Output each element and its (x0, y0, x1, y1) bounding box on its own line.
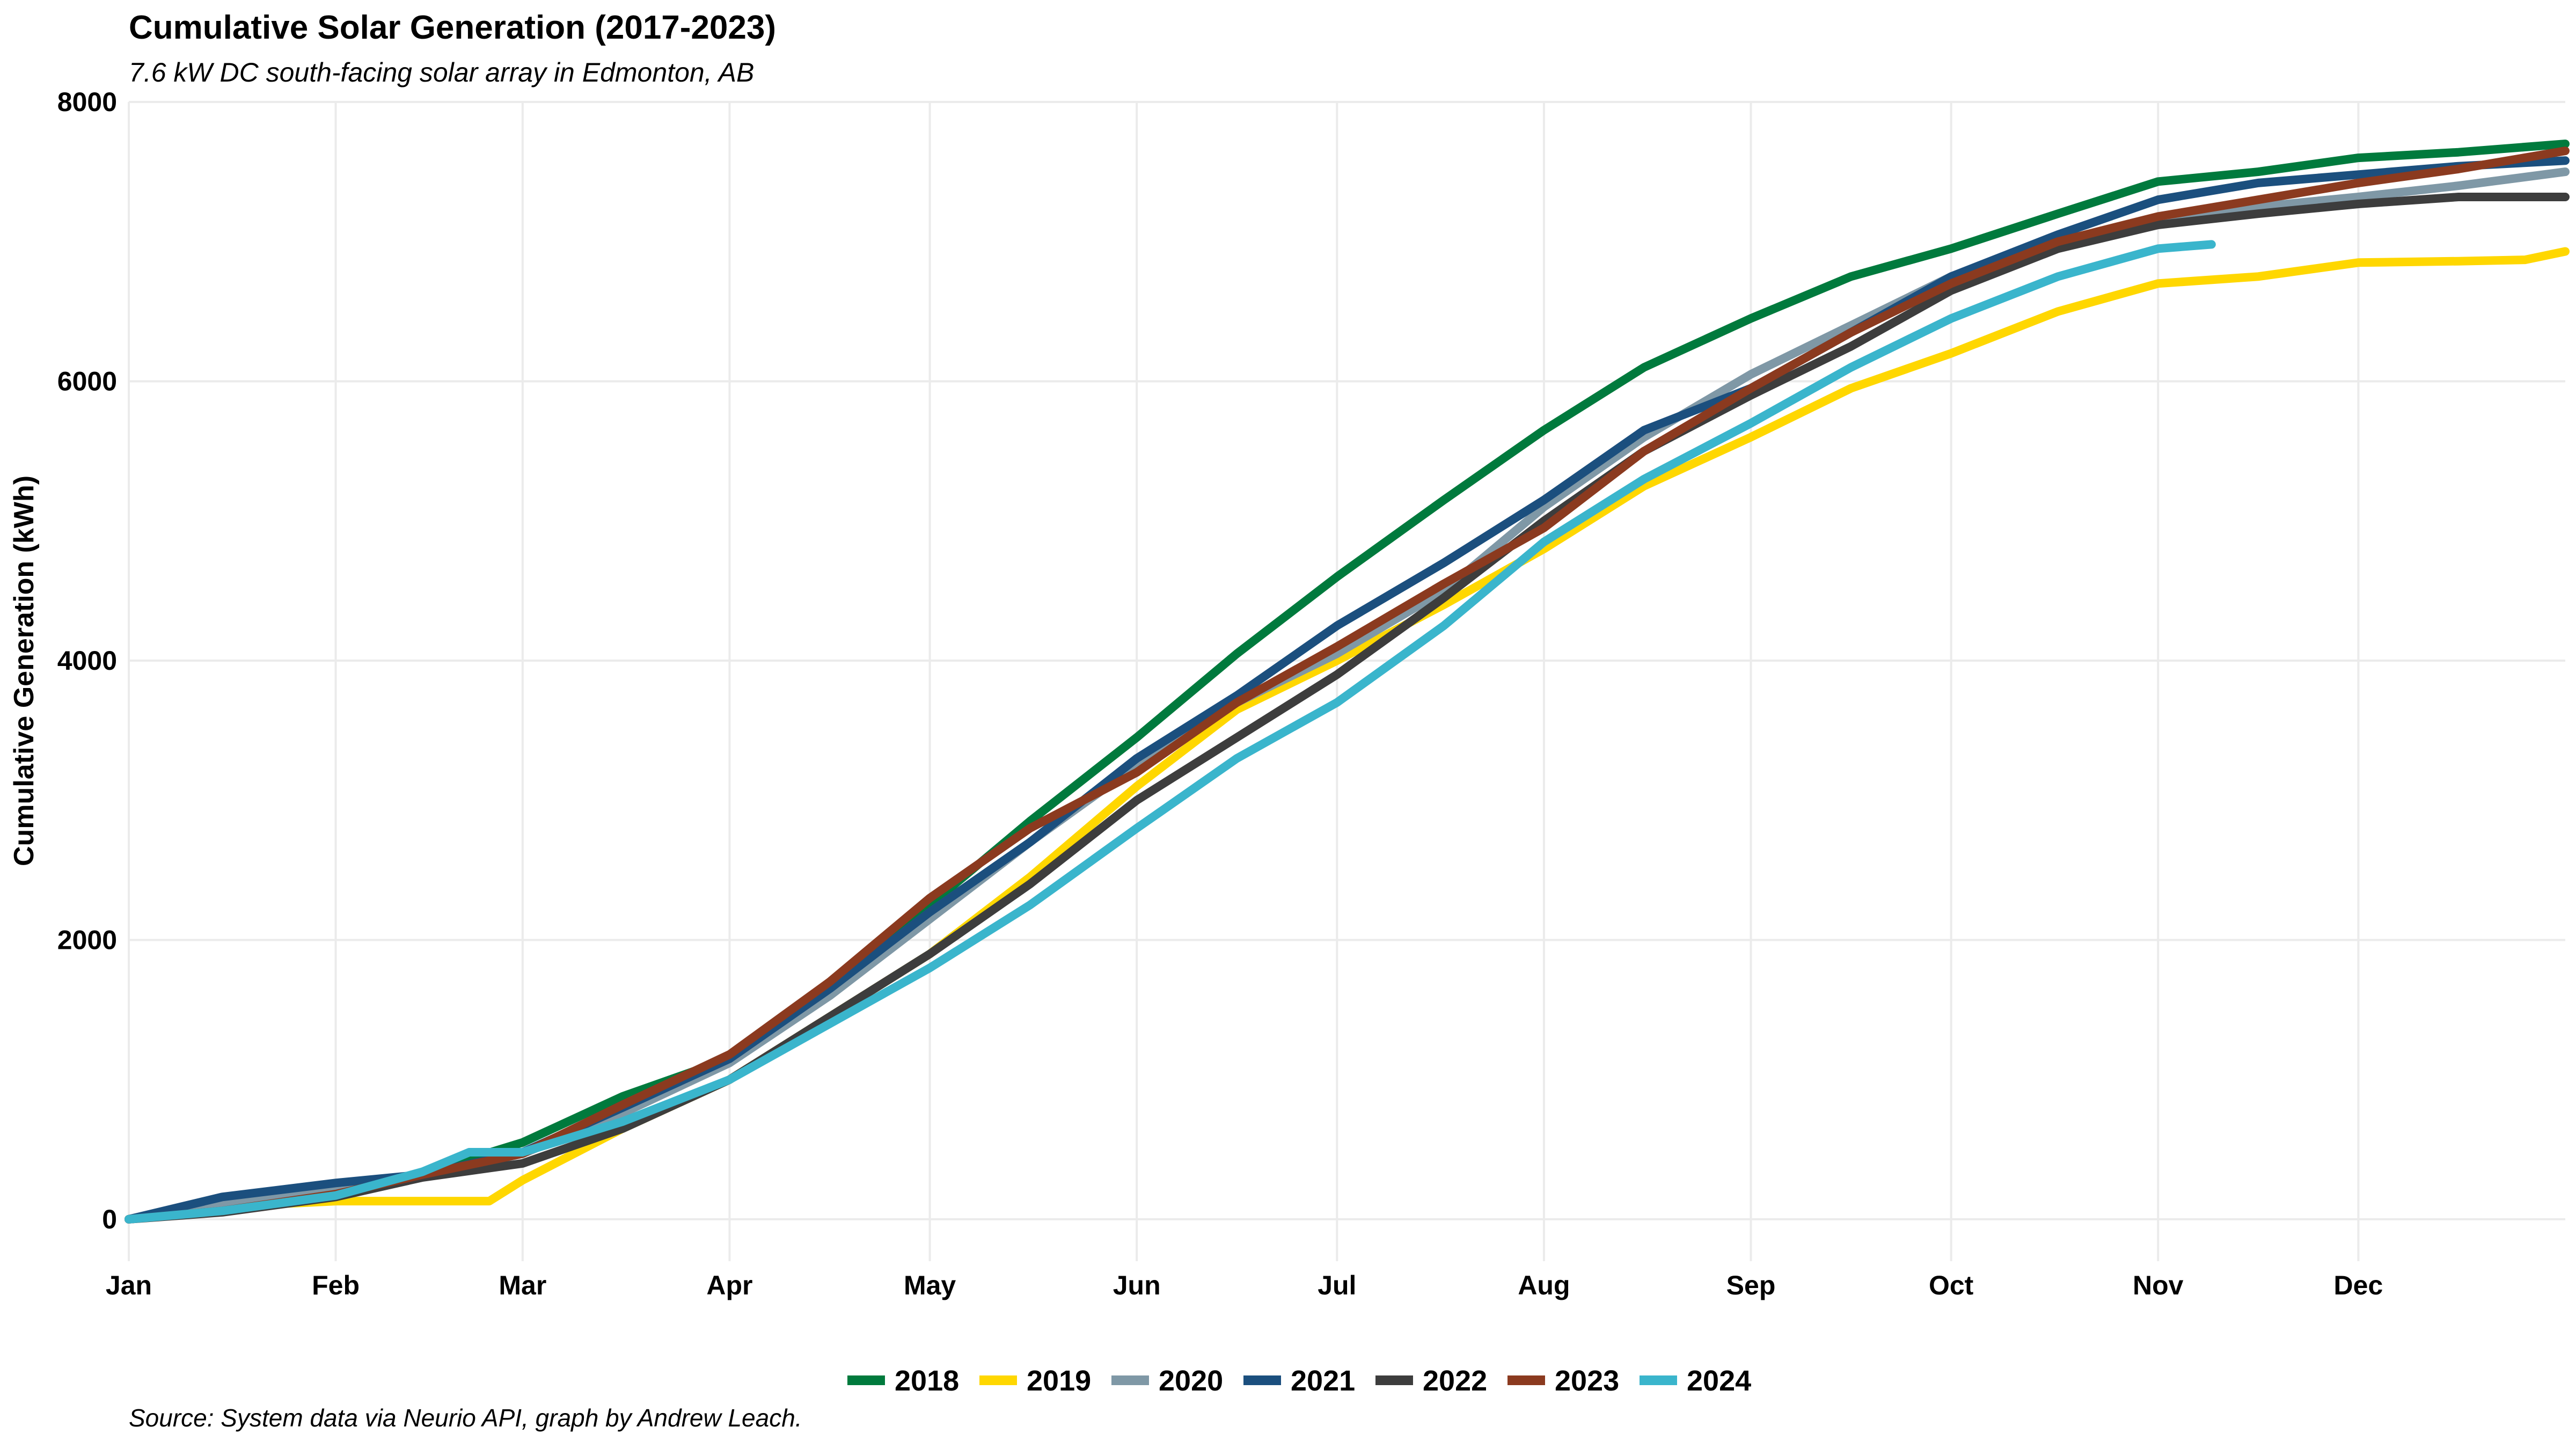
x-tick-label: Aug (1518, 1270, 1570, 1300)
legend-label-2022: 2022 (1423, 1365, 1487, 1397)
legend-label-2019: 2019 (1027, 1365, 1091, 1397)
x-tick-label: May (904, 1270, 956, 1300)
x-tick-label: Sep (1726, 1270, 1776, 1300)
series-line-2019 (125, 247, 2570, 1224)
series-line-2018 (125, 140, 2570, 1224)
legend-label-2021: 2021 (1291, 1365, 1355, 1397)
series-line-2021 (125, 156, 2570, 1224)
x-tick-label: Jun (1113, 1270, 1161, 1300)
x-tick-label: Dec (2334, 1270, 2383, 1300)
y-tick-label: 6000 (57, 366, 117, 396)
legend-label-2023: 2023 (1555, 1365, 1619, 1397)
y-tick-label: 8000 (57, 87, 117, 117)
x-tick-label: Oct (1929, 1270, 1974, 1300)
grid-layer (128, 101, 2565, 1261)
x-tick-label: Nov (2133, 1270, 2184, 1300)
chart-caption: Source: System data via Neurio API, grap… (129, 1404, 802, 1432)
series-layer (125, 140, 2570, 1224)
legend-label-2024: 2024 (1687, 1365, 1751, 1397)
y-tick-label: 4000 (57, 646, 117, 676)
series-line-2023 (125, 147, 2570, 1224)
y-tick-label: 2000 (57, 925, 117, 955)
y-axis-label: Cumulative Generation (kWh) (9, 475, 40, 866)
tick-layer: Jan Feb Mar Apr May Jun Jul Aug Sep Oct Nov Dec 0 200… (57, 87, 2383, 1300)
legend-label-2020: 2020 (1159, 1365, 1223, 1397)
legend-label-2018: 2018 (895, 1365, 959, 1397)
series-line-2022 (125, 193, 2570, 1224)
x-tick-label: Mar (499, 1270, 546, 1300)
series-line-2024 (125, 240, 2216, 1224)
x-tick-label: Apr (706, 1270, 752, 1300)
y-tick-label: 0 (102, 1204, 117, 1234)
chart-title: Cumulative Solar Generation (2017-2023) (129, 9, 776, 46)
x-tick-label: Jan (106, 1270, 152, 1300)
x-tick-label: Feb (312, 1270, 360, 1300)
chart-subtitle: 7.6 kW DC south-facing solar array in Ed… (129, 57, 754, 87)
x-tick-label: Jul (1318, 1270, 1356, 1300)
legend: 2018 2019 2020 2021 2022 2023 2024 (847, 1365, 1751, 1397)
